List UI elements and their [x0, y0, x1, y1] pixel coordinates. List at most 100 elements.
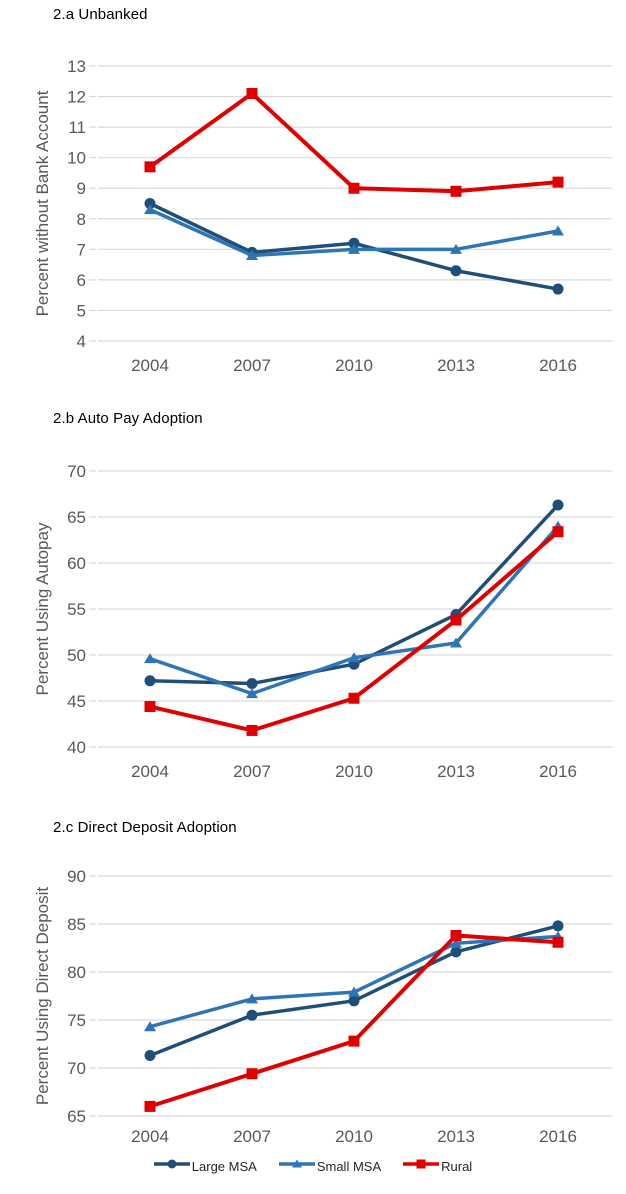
legend-marker-small-msa	[291, 1159, 302, 1168]
x-tick-label: 2010	[335, 762, 373, 781]
x-tick-label: 2004	[131, 1127, 169, 1146]
y-tick-label: 65	[67, 1107, 86, 1126]
series-marker-large-msa	[246, 1009, 258, 1021]
series-line-small-msa	[149, 934, 559, 1029]
legend-large-msa-marker-icon	[153, 1157, 190, 1176]
y-tick-label: 13	[67, 57, 86, 76]
series-marker-small-msa	[246, 249, 258, 260]
series-marker-small-msa	[144, 653, 156, 664]
series-marker-small-msa	[348, 652, 360, 663]
series-marker-large-msa	[552, 920, 564, 932]
y-tick-label: 50	[67, 646, 86, 665]
legend-rural-marker-icon	[403, 1157, 440, 1176]
legend-item-rural: Rural	[403, 1157, 472, 1176]
y-tick-label: 40	[67, 738, 86, 757]
y-tick-label: 12	[67, 88, 86, 107]
series-marker-small-msa	[246, 993, 258, 1004]
y-tick-label: 7	[77, 240, 86, 259]
series-marker-rural	[348, 692, 360, 704]
legend-small-msa-marker-icon	[278, 1157, 315, 1176]
series-marker-large-msa	[450, 265, 462, 277]
x-tick-label: 2004	[131, 762, 169, 781]
legend-item-small-msa: Small MSA	[278, 1157, 382, 1176]
y-tick-label: 90	[67, 867, 86, 886]
series-marker-rural	[552, 176, 564, 188]
series-marker-small-msa	[450, 937, 462, 948]
y-tick-label: 8	[77, 210, 86, 229]
x-tick-label: 2013	[437, 1127, 475, 1146]
series-marker-large-msa	[348, 237, 360, 249]
chart-2b-title: 2.b Auto Pay Adoption	[53, 410, 203, 427]
series-marker-small-msa	[348, 986, 360, 997]
large-msa-legend-glyph	[153, 1159, 190, 1169]
legend-marker-large-msa	[167, 1159, 177, 1169]
series-marker-small-msa	[450, 637, 462, 648]
legend-item-large-msa: Large MSA	[153, 1157, 257, 1176]
series-line-rural	[148, 91, 559, 194]
x-tick-label: 2013	[437, 762, 475, 781]
y-tick-label: 80	[67, 963, 86, 982]
series-marker-large-msa	[144, 198, 156, 209]
series-marker-large-msa	[246, 678, 258, 690]
y-axis-title: Percent without Bank Account	[33, 90, 52, 316]
y-tick-label: 70	[67, 1059, 86, 1078]
chart-legend: Large MSA Small MSA Rural	[0, 1157, 626, 1176]
legend-rural-label: Rural	[441, 1159, 473, 1174]
legend-small-msa-label: Small MSA	[316, 1159, 382, 1174]
legend-marker-rural	[416, 1159, 426, 1169]
x-tick-label: 2016	[539, 1127, 577, 1146]
series-marker-rural	[348, 182, 360, 194]
y-tick-label: 55	[67, 600, 86, 619]
series-marker-rural	[450, 614, 462, 626]
series-marker-large-msa	[552, 499, 564, 511]
legend-large-msa-label: Large MSA	[191, 1159, 257, 1174]
x-tick-label: 2007	[233, 1127, 271, 1146]
y-tick-label: 70	[67, 462, 86, 481]
series-marker-rural	[144, 1100, 156, 1112]
series-marker-rural	[144, 701, 156, 713]
series-line-rural	[149, 933, 559, 1109]
series-marker-rural	[246, 1068, 258, 1080]
series-marker-small-msa	[450, 243, 462, 254]
y-tick-label: 11	[68, 118, 86, 137]
y-tick-label: 65	[67, 508, 86, 527]
series-marker-large-msa	[144, 1050, 156, 1062]
series-marker-rural	[552, 936, 564, 948]
x-tick-label: 2016	[539, 762, 577, 781]
x-tick-label: 2010	[335, 356, 373, 375]
y-tick-label: 85	[67, 915, 86, 934]
y-axis-title: Percent Using Direct Deposit	[33, 887, 52, 1106]
y-tick-label: 10	[67, 149, 86, 168]
series-marker-large-msa	[552, 283, 564, 295]
y-tick-label: 45	[67, 692, 86, 711]
series-marker-small-msa	[348, 243, 360, 254]
chart-2c-direct-deposit-canvas: 65 70 75 80 85 90 2004 2007 2010 2013 2016 Percent …	[33, 867, 612, 1146]
series-marker-small-msa	[552, 225, 564, 236]
series-marker-rural	[144, 161, 156, 173]
x-tick-label: 2004	[131, 356, 169, 375]
series-marker-large-msa	[348, 995, 360, 1007]
series-marker-large-msa	[450, 946, 462, 958]
y-tick-label: 4	[77, 332, 86, 351]
series-marker-rural	[450, 185, 462, 197]
small-msa-legend-glyph	[278, 1159, 315, 1168]
series-marker-rural	[246, 724, 258, 736]
chart-2a-unbanked-canvas: 4 5 6 7 8 9 10 11 12 13 2004 2007 2010 2013 2016 Percen…	[33, 57, 612, 375]
series-marker-small-msa	[246, 688, 258, 699]
y-tick-label: 9	[77, 179, 86, 198]
series-marker-rural	[246, 88, 258, 99]
series-marker-rural	[450, 930, 462, 942]
x-tick-label: 2016	[539, 356, 577, 375]
chart-2a-title: 2.a Unbanked	[53, 6, 148, 23]
series-marker-large-msa	[144, 675, 156, 687]
series-marker-rural	[552, 526, 564, 538]
x-tick-label: 2010	[335, 1127, 373, 1146]
series-marker-rural	[348, 1035, 360, 1047]
x-tick-label: 2007	[233, 356, 271, 375]
chart-2c-title: 2.c Direct Deposit Adoption	[53, 819, 237, 836]
series-marker-small-msa	[144, 204, 156, 215]
y-axis-title: Percent Using Autopay	[33, 522, 52, 695]
y-tick-label: 75	[67, 1011, 86, 1030]
x-tick-label: 2007	[233, 762, 271, 781]
